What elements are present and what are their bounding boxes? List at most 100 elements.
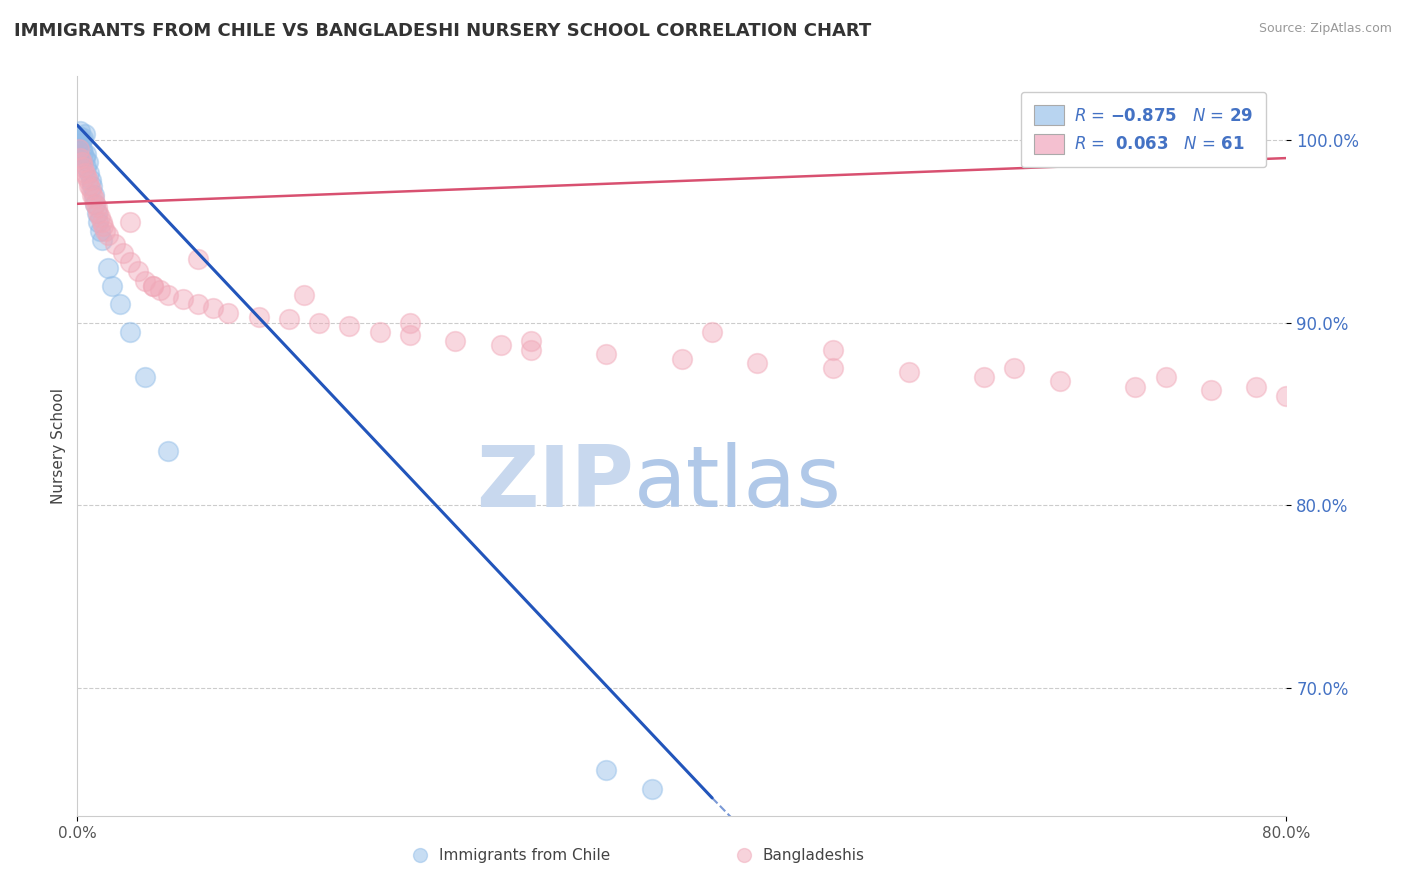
- Point: [520, 334, 543, 348]
- Point: [86, 206, 108, 220]
- Point: [69, 136, 91, 151]
- Point: [172, 292, 194, 306]
- Point: [149, 283, 172, 297]
- Point: [83, 187, 105, 202]
- Point: [595, 347, 617, 361]
- Point: [821, 343, 844, 357]
- Point: [77, 154, 100, 169]
- Point: [77, 173, 100, 187]
- Point: [157, 443, 180, 458]
- Point: [1246, 379, 1268, 393]
- Point: [747, 356, 769, 370]
- Point: [79, 178, 101, 193]
- Point: [83, 191, 105, 205]
- Point: [108, 297, 131, 311]
- Point: [247, 310, 270, 325]
- Point: [127, 264, 149, 278]
- Y-axis label: Nursery School: Nursery School: [51, 388, 66, 504]
- Point: [520, 343, 543, 357]
- Point: [101, 279, 124, 293]
- Point: [111, 246, 134, 260]
- Point: [641, 781, 664, 796]
- Point: [90, 215, 112, 229]
- Text: Bangladeshis: Bangladeshis: [762, 848, 865, 863]
- Point: [444, 334, 467, 348]
- Point: [308, 316, 330, 330]
- Point: [69, 151, 91, 165]
- Point: [67, 129, 90, 144]
- Point: [973, 370, 995, 384]
- Point: [72, 160, 94, 174]
- Point: [671, 352, 693, 367]
- Point: [70, 142, 93, 156]
- Point: [278, 312, 301, 326]
- Point: [595, 764, 617, 778]
- Point: [218, 306, 240, 320]
- Point: [339, 319, 360, 334]
- Point: [897, 365, 920, 379]
- Point: [75, 169, 97, 184]
- Point: [134, 274, 156, 288]
- Point: [70, 154, 93, 169]
- Point: [134, 370, 156, 384]
- Point: [399, 316, 422, 330]
- Point: [409, 848, 432, 863]
- Point: [1049, 374, 1071, 388]
- Point: [89, 224, 111, 238]
- Text: ZIP: ZIP: [475, 442, 634, 524]
- Point: [202, 301, 225, 315]
- Legend: $\mathit{R}$ = $\bf{-0.875}$   $\mathit{N}$ = $\bf{29}$, $\mathit{R}$ =  $\bf{0.: $\mathit{R}$ = $\bf{-0.875}$ $\mathit{N}…: [1021, 92, 1265, 167]
- Point: [187, 297, 209, 311]
- Point: [91, 219, 114, 233]
- Point: [399, 328, 422, 343]
- Point: [70, 133, 93, 147]
- Point: [73, 151, 96, 165]
- Point: [120, 215, 142, 229]
- Point: [733, 848, 755, 863]
- Point: [87, 206, 110, 220]
- Point: [80, 182, 103, 196]
- Point: [73, 128, 96, 142]
- Point: [67, 142, 90, 156]
- Point: [73, 166, 96, 180]
- Point: [82, 187, 104, 202]
- Point: [368, 325, 391, 339]
- Point: [69, 123, 91, 137]
- Text: IMMIGRANTS FROM CHILE VS BANGLADESHI NURSERY SCHOOL CORRELATION CHART: IMMIGRANTS FROM CHILE VS BANGLADESHI NUR…: [14, 22, 872, 40]
- Point: [187, 252, 209, 266]
- Point: [72, 145, 94, 160]
- Point: [1199, 383, 1222, 397]
- Point: [292, 288, 315, 302]
- Point: [86, 201, 108, 215]
- Point: [1125, 379, 1147, 393]
- Point: [87, 215, 110, 229]
- Point: [702, 325, 724, 339]
- Point: [142, 279, 165, 293]
- Point: [93, 224, 115, 238]
- Text: Source: ZipAtlas.com: Source: ZipAtlas.com: [1258, 22, 1392, 36]
- Point: [821, 361, 844, 376]
- Point: [89, 210, 111, 224]
- Point: [82, 178, 104, 193]
- Point: [80, 173, 103, 187]
- Point: [75, 147, 97, 161]
- Point: [120, 255, 142, 269]
- Point: [90, 233, 112, 247]
- Point: [75, 160, 97, 174]
- Point: [489, 337, 512, 351]
- Point: [104, 237, 127, 252]
- Point: [72, 131, 94, 145]
- Point: [1004, 361, 1026, 376]
- Point: [96, 227, 118, 242]
- Point: [84, 196, 107, 211]
- Point: [1275, 389, 1298, 403]
- Point: [79, 166, 101, 180]
- Text: Immigrants from Chile: Immigrants from Chile: [439, 848, 610, 863]
- Point: [96, 260, 118, 275]
- Point: [84, 196, 107, 211]
- Text: atlas: atlas: [634, 442, 842, 524]
- Point: [157, 288, 180, 302]
- Point: [142, 279, 165, 293]
- Point: [120, 325, 142, 339]
- Point: [1154, 370, 1177, 384]
